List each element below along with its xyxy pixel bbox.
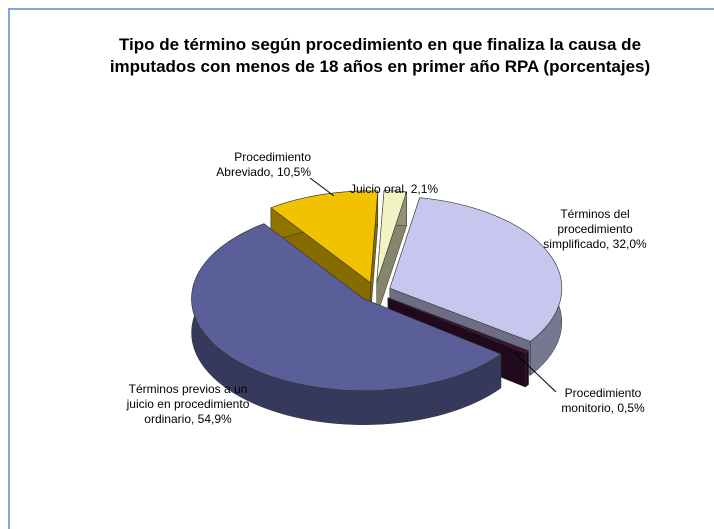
data-label: Términos del procedimiento simplificado,… (543, 207, 647, 251)
frame (8, 8, 714, 529)
slice (376, 190, 408, 283)
slice (387, 297, 530, 354)
slice (270, 190, 379, 284)
data-label: Términos previos a un juicio en procedim… (126, 382, 250, 426)
leader-line (309, 177, 335, 197)
data-label: Procedimiento monitorio, 0,5% (561, 386, 645, 415)
slice (191, 223, 502, 391)
data-label: Juicio oral, 2,1% (350, 182, 439, 196)
slice (389, 197, 563, 342)
pie (191, 190, 563, 425)
slice-side (525, 350, 529, 388)
leader-line (513, 351, 557, 393)
data-label: Procedimiento Abreviado, 10,5% (216, 150, 311, 179)
chart-title: Tipo de término según procedimiento en q… (109, 35, 651, 76)
